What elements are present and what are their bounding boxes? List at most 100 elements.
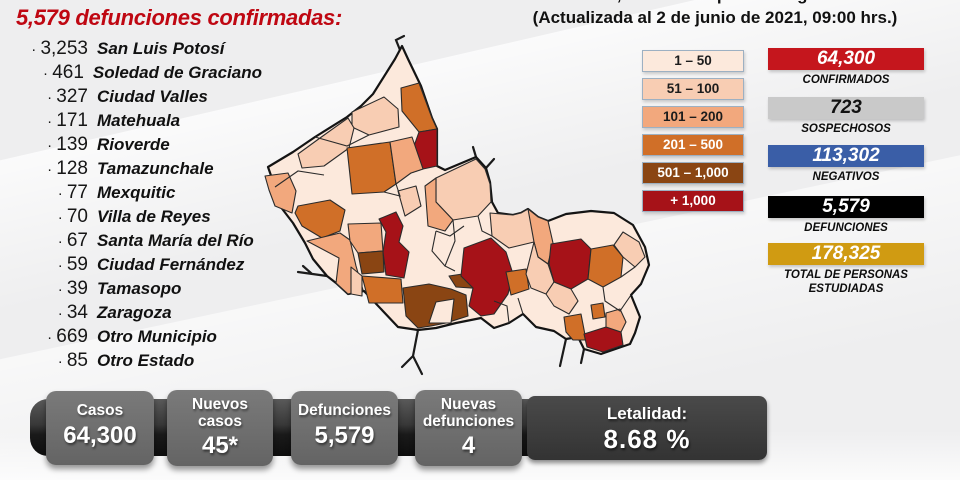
list-item: 171 Matehuala — [12, 110, 262, 134]
list-item: 85 Otro Estado — [12, 350, 262, 374]
list-item: 669 Otro Municipio — [12, 326, 262, 350]
legend-range: 51 – 100 — [642, 78, 744, 100]
municipality-region — [397, 185, 422, 217]
stat-sospechosos: 723 SOSPECHOSOS — [768, 97, 924, 136]
stat-value: 178,325 — [768, 243, 924, 265]
list-item: 67 Santa María del Río — [12, 230, 262, 254]
summary-box-letalidad: Letalidad: 8.68 % — [527, 396, 767, 460]
death-count: 327 — [12, 86, 88, 108]
legend-range: 501 – 1,000 — [642, 162, 744, 184]
summary-label-line1: Nuevos — [192, 396, 248, 413]
summary-box-nuevas-defunciones: Nuevas defunciones 4 — [415, 390, 522, 466]
page-title-line2: (Actualizada al 2 de junio de 2021, 09:0… — [532, 8, 898, 27]
map-legend: 1 – 50 51 – 100 101 – 200 201 – 500 501 … — [642, 50, 744, 218]
stat-value: 5,579 — [768, 196, 924, 218]
municipality-region — [264, 172, 297, 214]
municipality-name: Mexquitic — [97, 183, 176, 202]
summary-label-line2: casos — [198, 413, 242, 431]
state-choropleth-map — [250, 26, 680, 390]
list-item: 139 Rioverde — [12, 134, 262, 158]
municipality-region — [563, 313, 587, 341]
map-antenna-lines — [296, 34, 586, 376]
stat-label-line2: ESTUDIADAS — [808, 283, 884, 296]
summary-box-defunciones: Defunciones 5,579 — [291, 391, 398, 465]
summary-label: Nuevos casos — [167, 396, 273, 431]
municipality-name: Ciudad Fernández — [97, 255, 245, 274]
deaths-list: 3,253 San Luis Potosí 461 Soledad de Graci… — [12, 38, 262, 374]
legend-range: 1 – 50 — [642, 50, 744, 72]
lethality-value: 8.68 % — [603, 424, 691, 454]
list-item: 461 Soledad de Graciano — [12, 62, 262, 86]
death-count: 59 — [12, 254, 88, 276]
stat-confirmados: 64,300 CONFIRMADOS — [768, 48, 924, 87]
stat-total-estudiadas: 178,325 TOTAL DE PERSONAS ESTUDIADAS — [768, 243, 924, 297]
summary-label: Casos — [76, 402, 124, 419]
summary-value: 45* — [201, 431, 239, 459]
legend-range: 201 – 500 — [642, 134, 744, 156]
death-count: 39 — [12, 278, 88, 300]
municipality-region — [350, 266, 363, 297]
list-item: 128 Tamazunchale — [12, 158, 262, 182]
municipality-regions — [264, 82, 646, 353]
stat-label-line1: TOTAL DE PERSONAS — [784, 269, 908, 281]
lethality-label: Letalidad: — [606, 404, 688, 423]
page-title-line1: COVID-19, Situación epidemiológica Estat… — [478, 0, 952, 5]
stat-value: 723 — [768, 97, 924, 119]
municipality-region — [548, 238, 592, 290]
municipality-name: Villa de Reyes — [97, 207, 211, 226]
municipality-name: Santa María del Río — [97, 231, 254, 250]
stat-defunciones: 5,579 DEFUNCIONES — [768, 196, 924, 235]
list-item: 77 Mexquitic — [12, 182, 262, 206]
municipality-name: Otro Municipio — [97, 327, 217, 346]
death-count: 77 — [12, 182, 88, 204]
deaths-heading: 5,579 defunciones confirmadas: — [16, 5, 342, 30]
stat-label: DEFUNCIONES — [804, 222, 888, 234]
death-count: 3,253 — [12, 38, 88, 60]
stat-label: NEGATIVOS — [812, 171, 880, 183]
municipality-region — [361, 275, 404, 304]
municipality-name: Matehuala — [97, 111, 181, 130]
list-item: 3,253 San Luis Potosí — [12, 38, 262, 62]
list-item: 327 Ciudad Valles — [12, 86, 262, 110]
summary-label-line2: defunciones — [422, 413, 515, 431]
legend-range: 101 – 200 — [642, 106, 744, 128]
san-luis-potosi-map — [264, 34, 651, 376]
stat-label: TOTAL DE PERSONAS ESTUDIADAS — [768, 268, 924, 297]
municipality-region — [306, 232, 364, 295]
municipality-region — [545, 281, 579, 315]
stat-negativos: 113,302 NEGATIVOS — [768, 145, 924, 184]
municipality-region — [505, 268, 530, 296]
municipality-region — [294, 199, 346, 239]
list-item: 59 Ciudad Fernández — [12, 254, 262, 278]
death-count: 461 — [12, 62, 84, 84]
municipality-name: Ciudad Valles — [97, 87, 208, 106]
list-item: 39 Tamasopo — [12, 278, 262, 302]
summary-label-line1: Nuevas — [440, 396, 497, 413]
municipality-border-lines — [274, 134, 636, 324]
summary-value: 5,579 — [314, 422, 375, 450]
summary-label: Nuevas defunciones — [415, 396, 522, 431]
stat-label: SOSPECHOSOS — [801, 123, 891, 135]
municipality-region — [428, 298, 455, 324]
death-count: 34 — [12, 302, 88, 324]
municipality-name: Tamazunchale — [97, 159, 214, 178]
summary-box-casos: Casos 64,300 — [46, 391, 154, 465]
stat-value: 113,302 — [768, 145, 924, 167]
death-count: 139 — [12, 134, 88, 156]
summary-box-nuevos-casos: Nuevos casos 45* — [167, 390, 273, 466]
summary-value: 64,300 — [63, 422, 137, 450]
municipality-name: San Luis Potosí — [97, 39, 225, 58]
death-count: 171 — [12, 110, 88, 132]
municipality-name: Zaragoza — [97, 303, 172, 322]
death-count: 85 — [12, 350, 88, 372]
stat-value: 64,300 — [768, 48, 924, 70]
death-count: 669 — [12, 326, 88, 348]
list-item: 34 Zaragoza — [12, 302, 262, 326]
municipality-region — [389, 136, 424, 185]
municipality-region — [460, 237, 514, 317]
municipality-region — [297, 117, 355, 169]
municipality-name: Tamasopo — [97, 279, 182, 298]
stat-label: CONFIRMADOS — [802, 74, 890, 86]
municipality-name: Soledad de Graciano — [92, 63, 262, 82]
